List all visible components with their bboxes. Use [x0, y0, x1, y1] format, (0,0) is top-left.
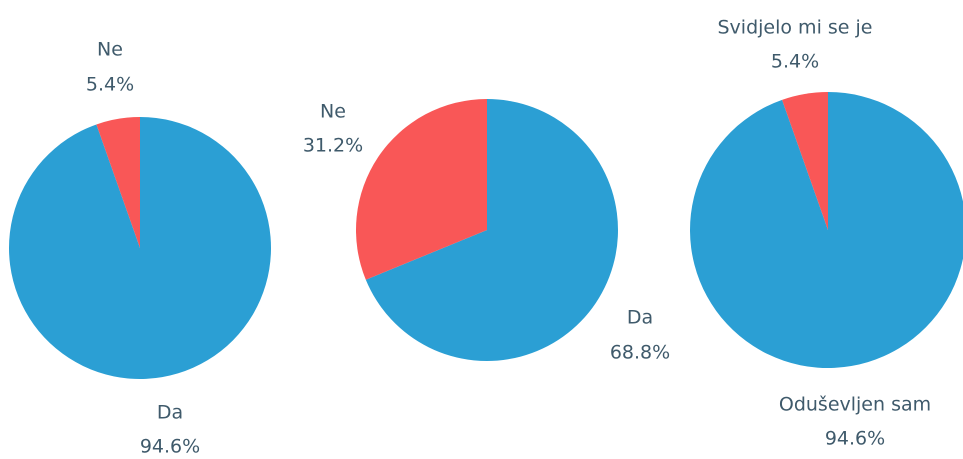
slice-label: Svidjelo mi se je — [718, 17, 873, 39]
slice-value: 31.2% — [303, 135, 363, 157]
pie-slice — [365, 99, 618, 361]
slice-label: Da — [627, 307, 653, 329]
slice-label: Ne — [320, 101, 346, 123]
pie-slice — [96, 117, 140, 248]
slice-label: Ne — [97, 39, 123, 61]
slice-value: 5.4% — [86, 74, 134, 96]
pie-slice — [356, 99, 487, 280]
pie-slice — [690, 92, 963, 368]
slice-label: Oduševljen sam — [779, 394, 931, 416]
slice-value: 5.4% — [771, 51, 819, 73]
slice-value: 68.8% — [610, 342, 670, 364]
slice-label: Da — [157, 402, 183, 424]
pie-slice — [782, 92, 828, 230]
slice-value: 94.6% — [140, 436, 200, 458]
slice-value: 94.6% — [825, 428, 885, 450]
